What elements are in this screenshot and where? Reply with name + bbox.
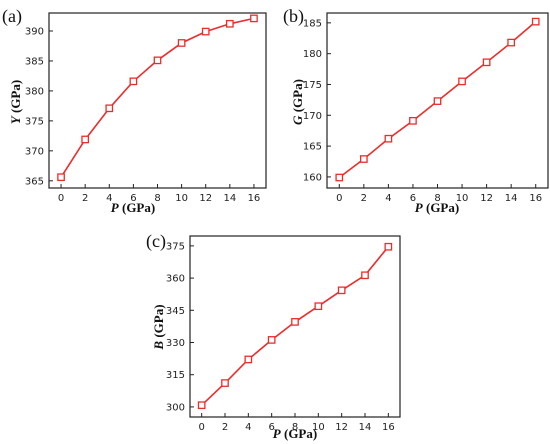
- data-point: [250, 14, 258, 23]
- y-tick-label: 375: [166, 241, 185, 252]
- x-tick-label: 4: [385, 193, 391, 204]
- data-point: [314, 302, 323, 311]
- data-point: [225, 19, 234, 28]
- x-tick-label: 12: [335, 422, 348, 433]
- y-tick-label: 360: [166, 274, 185, 285]
- x-tick-label: 6: [268, 422, 274, 433]
- x-tick-label: 14: [223, 193, 236, 204]
- x-tick-label: 16: [248, 193, 261, 204]
- y-tick-label: 185: [303, 18, 322, 29]
- y-tick-label: 370: [25, 146, 44, 157]
- data-point: [57, 173, 65, 182]
- data-point: [361, 271, 369, 280]
- y-tick-label: 175: [303, 80, 322, 91]
- panel-b: 0 2 4 6 8 10 12 14 16 160 165 170 175 180 185(b) P (GPa…: [283, 6, 549, 215]
- panel-a: 0 2 4 6 8 10 12 14 16 365 370 375 380 385 390(a) P (GPa…: [2, 6, 267, 215]
- x-tick-label: 14: [505, 193, 518, 204]
- x-tick-label: 10: [312, 422, 325, 433]
- x-tick-label: 8: [154, 193, 160, 204]
- x-tick-label: 0: [58, 193, 64, 204]
- data-point: [291, 318, 299, 326]
- data-point: [409, 116, 417, 125]
- x-tick-label: 12: [199, 193, 212, 204]
- y-tick-label: 160: [303, 172, 322, 183]
- data-point: [384, 134, 393, 143]
- data-point: [359, 155, 368, 163]
- x-tick-label: 10: [456, 193, 469, 204]
- data-point: [177, 39, 186, 47]
- y-tick-label: 375: [25, 116, 44, 127]
- y-tick-label: 165: [303, 142, 322, 153]
- plot-frame: [189, 235, 401, 418]
- panel-label: (b): [283, 6, 304, 27]
- data-point: [267, 336, 276, 344]
- x-tick-label: 0: [336, 193, 342, 204]
- x-axis-label: P (GPa): [415, 200, 459, 215]
- series-line: [201, 246, 389, 406]
- y-tick-label: 345: [166, 306, 185, 317]
- data-point: [337, 286, 346, 295]
- y-tick-label: 365: [25, 176, 44, 187]
- x-tick-label: 6: [130, 193, 136, 204]
- x-tick-label: 16: [382, 422, 395, 433]
- y-axis-label: B (GPa): [151, 304, 166, 350]
- data-point: [244, 355, 253, 364]
- y-tick-label: 385: [25, 56, 44, 67]
- data-point: [129, 77, 138, 86]
- panel-c: 0 2 4 6 8 10 12 14 16 300 315 330 345 360 375(c) P (GPa…: [146, 231, 401, 441]
- y-axis-label: G (GPa): [290, 79, 305, 125]
- y-tick-label: 180: [303, 49, 322, 60]
- data-point: [433, 97, 442, 105]
- data-point: [531, 17, 540, 26]
- data-point: [482, 58, 491, 67]
- data-point: [458, 77, 466, 86]
- series-line: [60, 17, 255, 178]
- y-tick-label: 170: [303, 111, 322, 122]
- x-axis-label: P (GPa): [111, 200, 155, 215]
- panel-label: (c): [146, 231, 166, 252]
- x-tick-label: 8: [292, 422, 298, 433]
- data-point: [221, 379, 229, 387]
- data-point: [335, 173, 344, 182]
- data-point: [384, 242, 393, 251]
- data-point: [81, 135, 90, 144]
- plot-frame: [48, 12, 267, 189]
- x-tick-label: 6: [410, 193, 416, 204]
- data-point: [201, 27, 210, 36]
- x-tick-label: 10: [175, 193, 188, 204]
- x-tick-label: 14: [359, 422, 372, 433]
- x-tick-label: 4: [106, 193, 112, 204]
- data-point: [507, 38, 516, 47]
- x-tick-label: 2: [82, 193, 88, 204]
- panel-label: (a): [2, 6, 22, 27]
- x-tick-label: 12: [480, 193, 493, 204]
- y-tick-label: 315: [166, 370, 185, 381]
- x-tick-label: 0: [198, 422, 204, 433]
- x-tick-label: 2: [361, 193, 367, 204]
- x-tick-label: 2: [222, 422, 228, 433]
- y-tick-label: 330: [166, 338, 185, 349]
- x-tick-label: 4: [245, 422, 251, 433]
- data-point: [105, 104, 114, 113]
- x-axis-label: P (GPa): [273, 426, 317, 441]
- data-point: [153, 56, 162, 65]
- x-tick-label: 16: [529, 193, 542, 204]
- x-tick-label: 8: [434, 193, 440, 204]
- y-tick-label: 380: [25, 86, 44, 97]
- data-point: [197, 401, 206, 410]
- y-tick-label: 390: [25, 26, 44, 37]
- y-tick-label: 300: [166, 402, 185, 413]
- y-axis-label: Y (GPa): [8, 80, 23, 124]
